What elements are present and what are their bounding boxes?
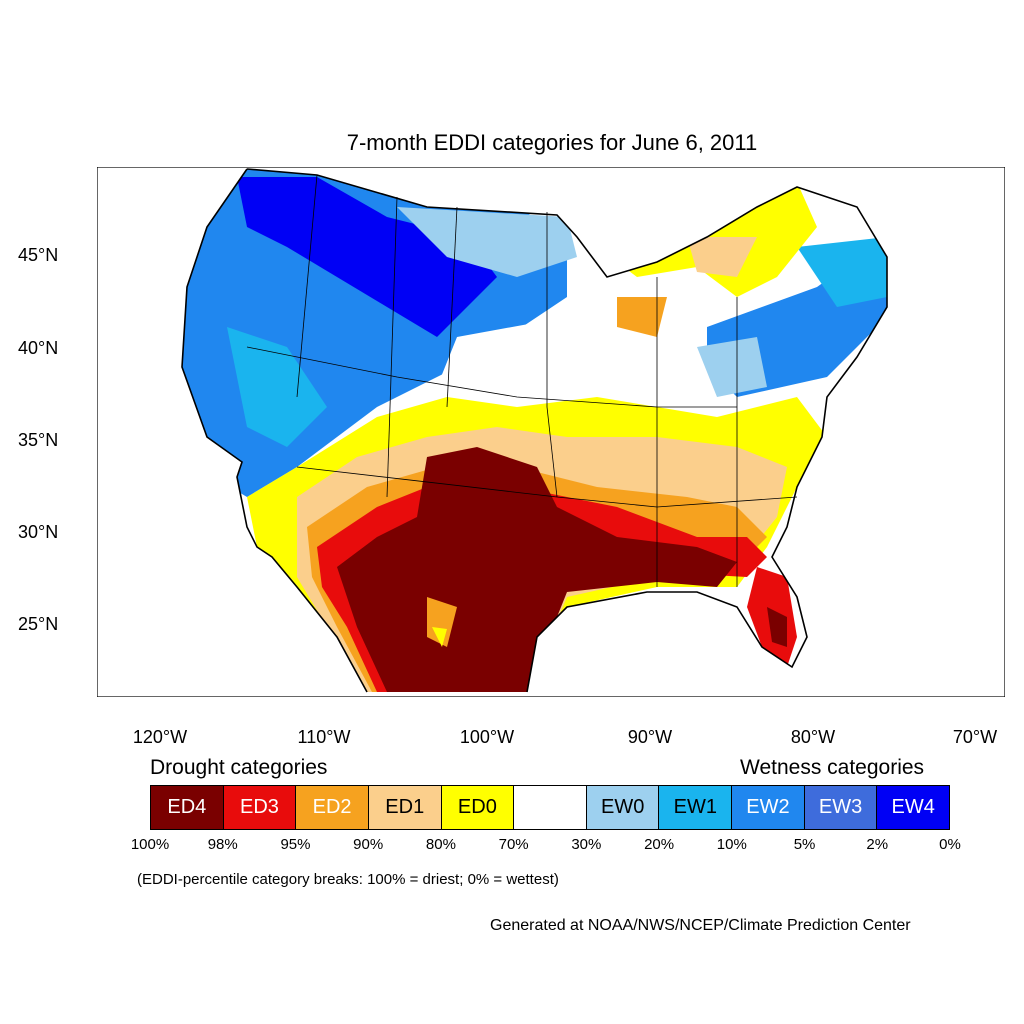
legend-break-label: 70% [498,836,529,853]
legend-cell-ed1: ED1 [368,786,442,829]
legend-cell-ew4: EW4 [877,786,950,829]
legend-break-label: 90% [353,836,384,853]
legend-cell-ew0: EW0 [586,786,660,829]
lat-label-45: 45°N [18,245,59,265]
legend-footnote: (EDDI-percentile category breaks: 100% =… [137,871,559,888]
legend-break-label: 98% [207,836,238,853]
state-borders [246,174,798,587]
lon-label-110: 110°W [297,727,351,747]
legend-break-label: 10% [716,836,747,853]
legend-break-label: 5% [793,836,816,853]
legend-cell-ew1: EW1 [659,786,733,829]
lon-label-70: 70°W [952,727,998,747]
lon-label-120: 120°W [132,727,188,747]
legend-break-label: 30% [571,836,602,853]
lon-label-80: 80°W [790,727,836,747]
legend-break-label: 95% [280,836,311,853]
map-title: 7-month EDDI categories for June 6, 2011 [346,130,758,155]
lat-label-30: 30°N [18,522,59,542]
legend-cell-ew2: EW2 [732,786,805,829]
coastline-outline [181,168,888,693]
legend-break-label: 100% [130,836,170,853]
lon-label-100: 100°W [459,727,515,747]
legend-cell-ed3: ED3 [223,786,297,829]
legend-cell-ew3: EW3 [804,786,878,829]
lat-label-35: 35°N [18,430,59,450]
legend-break-label: 20% [644,836,675,853]
wetness-heading: Wetness categories [740,756,925,779]
legend-cell-ed2: ED2 [296,786,369,829]
category-legend-bar: ED4 ED3 ED2 ED1 ED0 EW0 EW1 EW2 EW3 EW4 [150,785,950,830]
legend-cell-ed0: ED0 [441,786,515,829]
legend-break-label: 2% [866,836,889,853]
lat-label-25: 25°N [18,614,59,634]
eddi-category-fill [182,169,887,692]
conus-eddi-map [97,167,1005,697]
drought-heading: Drought categories [150,756,328,779]
legend-cell-neutral [514,786,587,829]
credit-line: Generated at NOAA/NWS/NCEP/Climate Predi… [490,917,911,934]
lat-label-40: 40°N [18,338,59,358]
legend-cell-ed4: ED4 [151,786,224,829]
legend-break-label: 80% [425,836,456,853]
lon-label-90: 90°W [627,727,673,747]
legend-break-label: 0% [939,836,961,853]
